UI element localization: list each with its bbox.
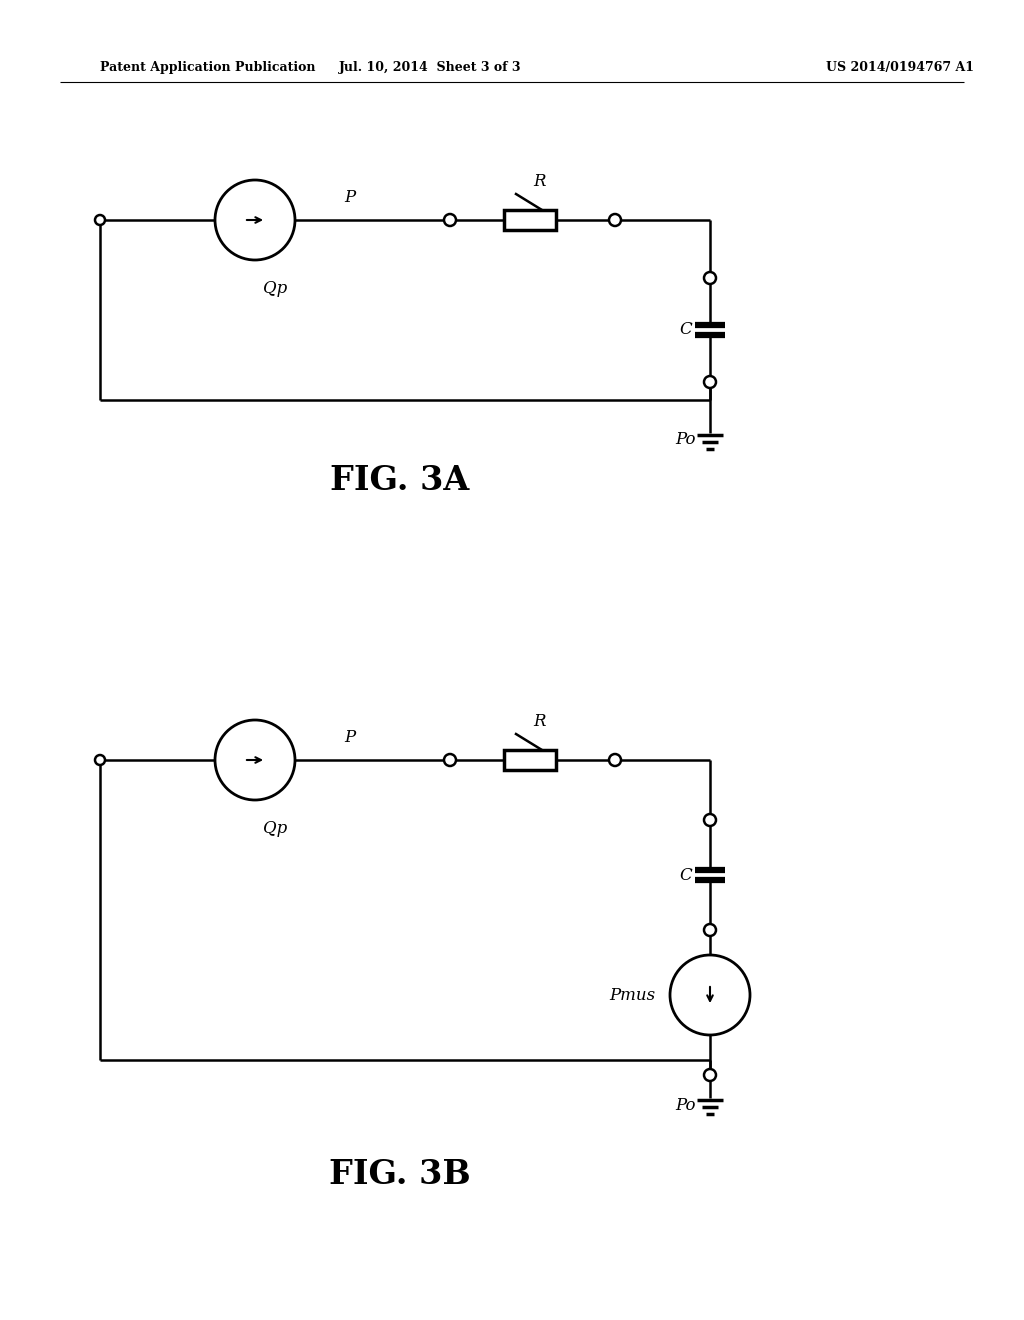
Circle shape (705, 272, 716, 284)
Text: R: R (534, 713, 546, 730)
Text: Qp: Qp (263, 280, 288, 297)
Circle shape (444, 214, 456, 226)
Circle shape (609, 754, 621, 766)
Circle shape (705, 376, 716, 388)
Circle shape (705, 1069, 716, 1081)
Text: C: C (679, 322, 692, 338)
Text: US 2014/0194767 A1: US 2014/0194767 A1 (826, 62, 974, 74)
Circle shape (609, 214, 621, 226)
Text: Po: Po (676, 1097, 696, 1114)
Circle shape (95, 755, 105, 766)
Text: P: P (344, 189, 355, 206)
Text: P: P (344, 729, 355, 746)
Text: Qp: Qp (263, 820, 288, 837)
Text: Patent Application Publication: Patent Application Publication (100, 62, 315, 74)
Circle shape (95, 215, 105, 224)
Text: FIG. 3B: FIG. 3B (329, 1159, 471, 1192)
Circle shape (705, 924, 716, 936)
Text: C: C (679, 866, 692, 883)
Circle shape (705, 814, 716, 826)
Text: Po: Po (676, 432, 696, 449)
Bar (504, 750, 556, 770)
Bar (504, 210, 556, 230)
Text: Pmus: Pmus (609, 986, 655, 1003)
Text: FIG. 3A: FIG. 3A (331, 463, 470, 496)
Text: R: R (534, 173, 546, 190)
Text: Jul. 10, 2014  Sheet 3 of 3: Jul. 10, 2014 Sheet 3 of 3 (339, 62, 521, 74)
Circle shape (444, 754, 456, 766)
